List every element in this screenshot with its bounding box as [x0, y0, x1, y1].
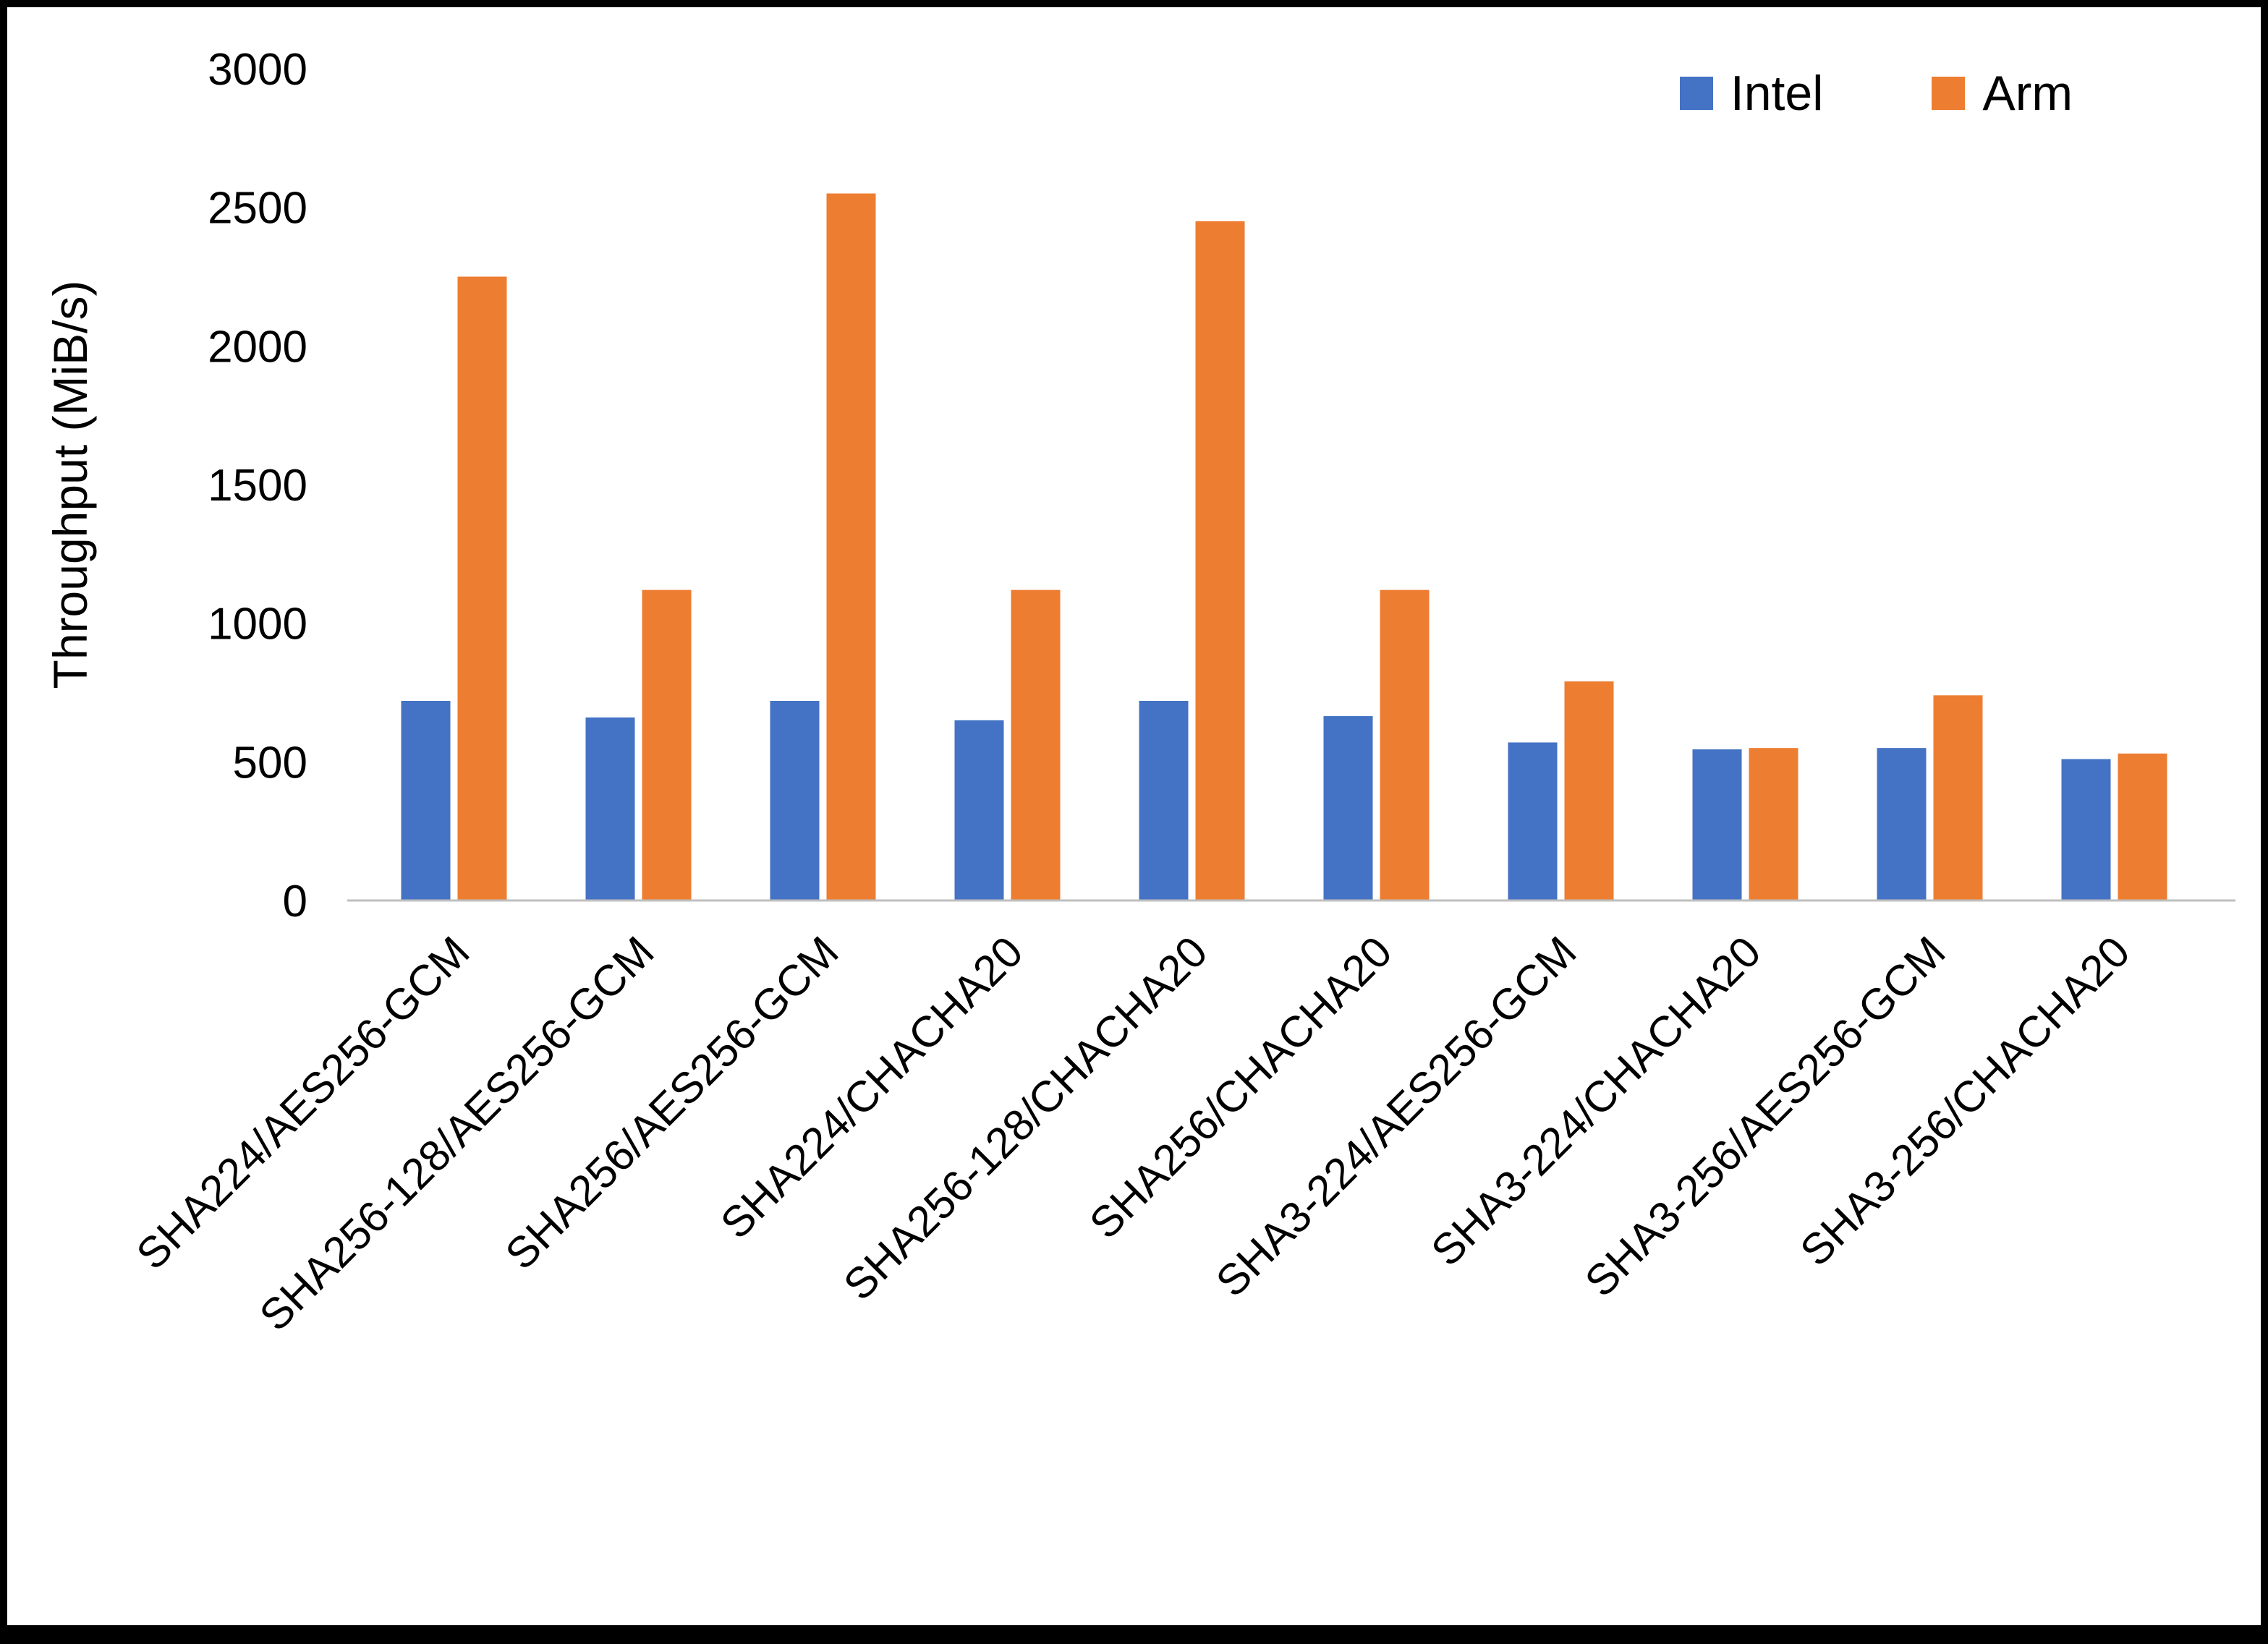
bar-arm-4 [1195, 221, 1245, 900]
category-label-3: SHA224/CHACHA20 [711, 927, 1032, 1248]
y-tick-label: 0 [283, 877, 307, 927]
category-label-9: SHA3-256/CHACHA20 [1791, 927, 2139, 1275]
bar-arm-2 [826, 193, 876, 900]
bar-intel-5 [1323, 716, 1373, 900]
y-tick-label: 2500 [208, 184, 307, 234]
y-tick-label: 500 [233, 738, 307, 788]
category-label-4: SHA256-128/CHACHA20 [834, 927, 1216, 1309]
bar-arm-8 [1933, 695, 1983, 900]
bar-intel-4 [1139, 701, 1189, 900]
legend-item-intel: Intel [1679, 65, 1824, 122]
bar-intel-7 [1692, 749, 1742, 900]
bar-intel-1 [585, 717, 635, 900]
legend: Intel Arm [1679, 65, 2073, 122]
category-label-5: SHA256/CHACHA20 [1080, 927, 1401, 1248]
legend-item-arm: Arm [1932, 65, 2073, 122]
bar-intel-3 [954, 720, 1004, 900]
bar-intel-8 [1877, 748, 1927, 900]
bar-intel-2 [770, 701, 820, 900]
legend-swatch-arm [1932, 77, 1966, 110]
bar-arm-3 [1011, 589, 1061, 900]
bar-arm-0 [457, 276, 507, 900]
category-labels: SHA224/AES256-GCMSHA256-128/AES256-GCMSH… [127, 927, 2139, 1340]
bar-arm-5 [1380, 589, 1430, 900]
category-label-7: SHA3-224/CHACHA20 [1422, 927, 1770, 1275]
bar-intel-0 [401, 701, 451, 900]
legend-label-arm: Arm [1982, 66, 2073, 121]
y-tick-label: 1000 [208, 600, 307, 649]
bar-arm-7 [1749, 748, 1798, 900]
legend-label-intel: Intel [1730, 66, 1824, 121]
category-label-8: SHA3-256/AES256-GCM [1576, 927, 1955, 1306]
y-tick-label: 3000 [208, 45, 307, 95]
legend-swatch-intel [1679, 77, 1713, 110]
y-axis-title: Throughput (MiB/s) [43, 281, 97, 689]
bar-arm-9 [2118, 753, 2167, 900]
y-axis-tick-labels: 0 500 1000 1500 2000 2500 3000 [208, 45, 307, 927]
bars-group [401, 193, 2167, 900]
bar-arm-1 [642, 589, 692, 900]
bar-chart: Throughput (MiB/s) 0 500 1000 1500 2000 2500 3… [43, 45, 2235, 1340]
bar-arm-6 [1564, 681, 1614, 900]
category-label-1: SHA256-128/AES256-GCM [250, 927, 663, 1340]
bar-intel-9 [2061, 759, 2111, 900]
y-tick-label: 1500 [208, 461, 307, 511]
bar-intel-6 [1508, 742, 1558, 900]
category-label-6: SHA3-224/AES256-GCM [1207, 927, 1586, 1306]
category-label-2: SHA256/AES256-GCM [496, 927, 848, 1279]
y-tick-label: 2000 [208, 322, 307, 372]
category-label-0: SHA224/AES256-GCM [127, 927, 479, 1279]
